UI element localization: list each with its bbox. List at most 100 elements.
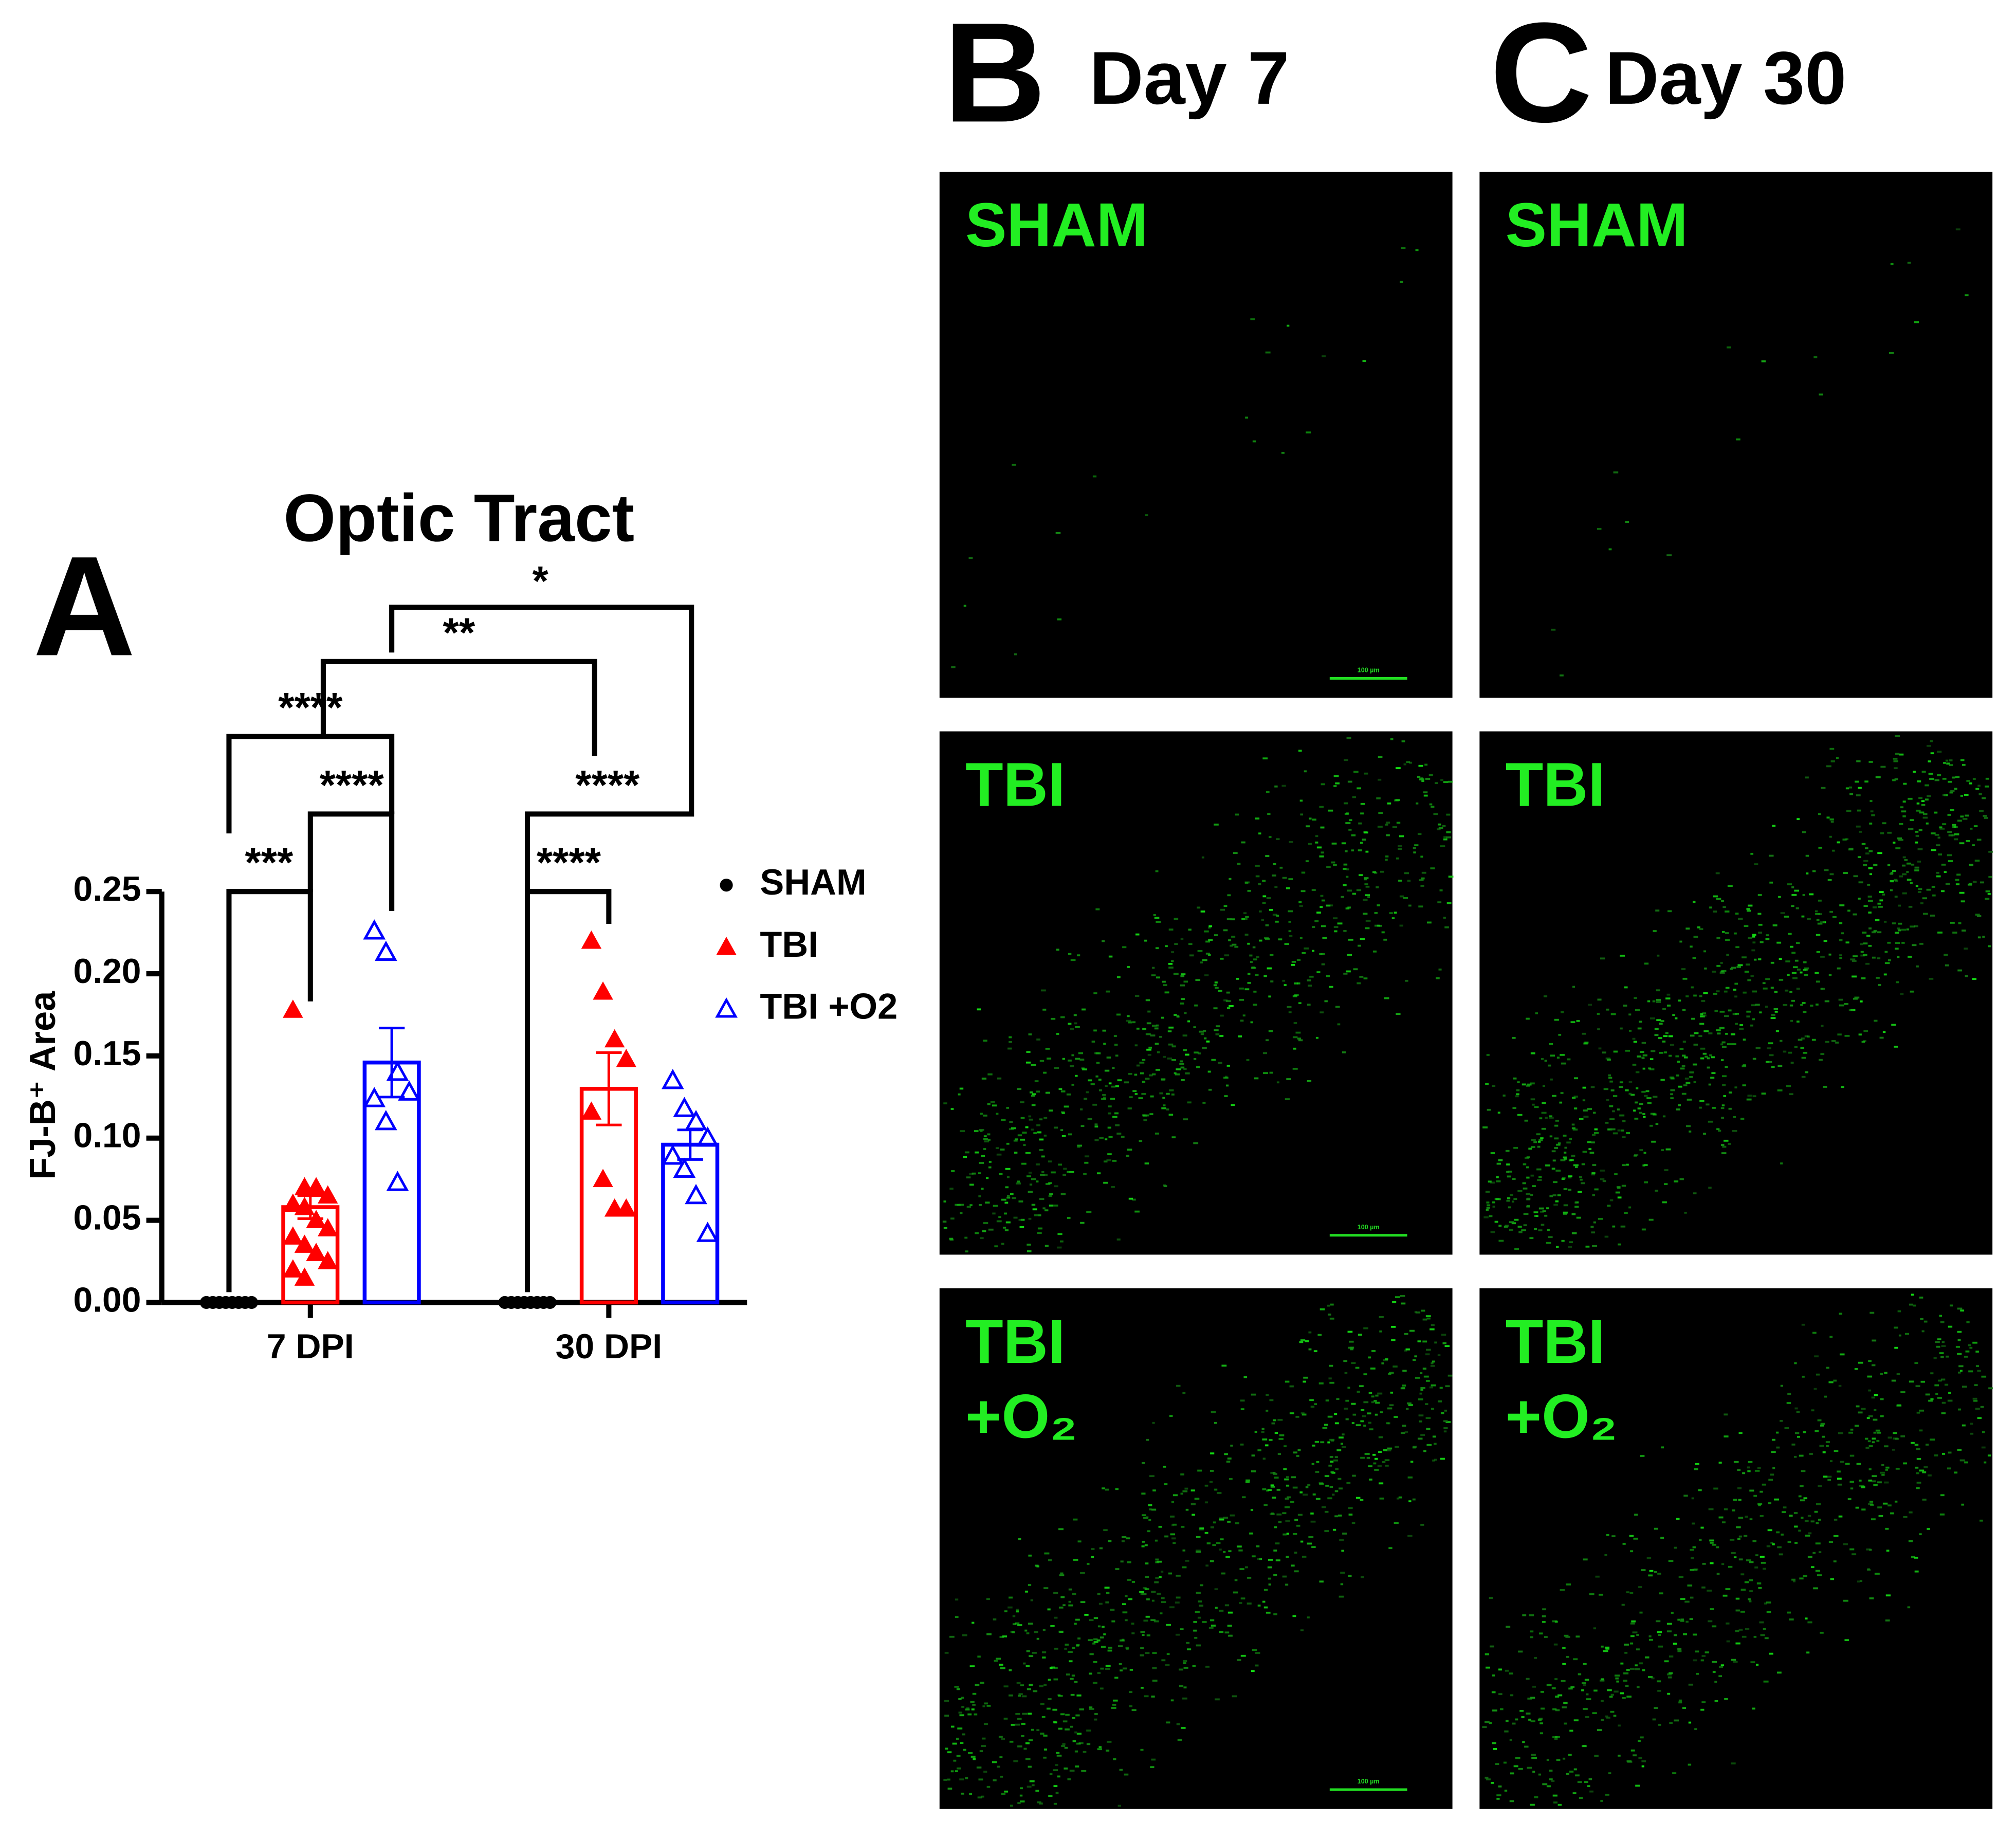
fiber — [1364, 772, 1368, 775]
fiber — [1310, 1520, 1316, 1523]
fiber — [1563, 1213, 1567, 1215]
fiber — [1102, 1094, 1106, 1096]
fiber — [986, 1705, 991, 1707]
fiber — [1328, 809, 1333, 812]
fiber — [1642, 1669, 1645, 1671]
significance-bracket — [226, 889, 313, 1292]
fiber — [1875, 919, 1880, 921]
fiber — [1920, 1318, 1923, 1320]
fiber — [1733, 1461, 1739, 1463]
fiber — [1013, 1139, 1018, 1142]
fiber — [1656, 1620, 1661, 1623]
fiber — [1655, 1190, 1659, 1192]
fiber — [1633, 1537, 1638, 1540]
fiber — [1648, 1676, 1653, 1678]
fiber — [1897, 927, 1901, 930]
fiber — [966, 1206, 972, 1208]
fiber — [999, 1173, 1003, 1175]
fiber — [1036, 1729, 1040, 1732]
fiber — [1720, 962, 1723, 964]
fiber — [1016, 1609, 1019, 1611]
fiber — [1062, 1743, 1066, 1745]
fiber — [1487, 1108, 1491, 1111]
fiber — [944, 1651, 949, 1654]
fiber — [1988, 876, 1992, 878]
fiber — [1740, 1118, 1745, 1120]
fiber — [1668, 1035, 1673, 1037]
fiber — [1969, 782, 1972, 785]
fiber — [1307, 1484, 1311, 1486]
fiber — [1048, 1559, 1052, 1561]
fiber — [1359, 874, 1363, 877]
fiber — [1127, 1107, 1132, 1109]
fiber — [950, 1217, 955, 1220]
fiber — [1286, 887, 1290, 889]
fiber — [1264, 938, 1270, 940]
fiber — [1937, 1338, 1941, 1341]
fiber — [1738, 918, 1743, 920]
significance-label: **** — [537, 840, 601, 886]
fiber — [1964, 1355, 1968, 1358]
fiber — [1552, 1736, 1558, 1738]
fiber — [1099, 1137, 1104, 1139]
fiber — [1141, 1545, 1145, 1547]
fiber — [1880, 1398, 1884, 1400]
fiber — [1263, 937, 1269, 939]
fiber — [1863, 905, 1868, 907]
fiber — [1068, 1600, 1071, 1603]
fiber — [1525, 1157, 1529, 1159]
fiber — [1873, 864, 1878, 866]
fiber — [1957, 1331, 1962, 1333]
fiber — [1154, 1581, 1159, 1583]
fiber — [1336, 1398, 1340, 1400]
data-point — [581, 1101, 602, 1120]
fiber — [1689, 1131, 1692, 1133]
fiber — [1681, 1092, 1687, 1095]
fiber — [1632, 1631, 1638, 1634]
fiber — [1074, 1022, 1077, 1025]
fiber — [1562, 1706, 1567, 1708]
fiber — [1188, 943, 1193, 945]
fiber — [1527, 1197, 1531, 1200]
fiber — [1695, 1650, 1699, 1653]
fiber — [1289, 935, 1293, 937]
fiber — [1800, 1004, 1803, 1006]
fiber — [1509, 1229, 1514, 1231]
fiber — [1410, 1461, 1414, 1463]
fiber — [1367, 1412, 1371, 1415]
fiber — [1391, 917, 1395, 919]
fiber — [1112, 1699, 1118, 1702]
fiber — [1829, 835, 1832, 838]
fiber — [1591, 1141, 1595, 1144]
fiber — [1025, 1061, 1031, 1064]
data-point — [283, 1193, 303, 1212]
fiber — [1020, 1684, 1024, 1687]
fiber — [1146, 1598, 1150, 1600]
fiber — [1228, 939, 1231, 941]
fiber — [1770, 1541, 1773, 1544]
fiber — [1564, 1152, 1567, 1154]
fiber — [981, 1795, 984, 1798]
fiber — [1018, 1695, 1021, 1697]
fiber — [1163, 1465, 1166, 1468]
fiber — [1418, 1414, 1424, 1417]
fiber — [1143, 1517, 1148, 1519]
fiber — [1114, 1044, 1118, 1046]
fiber — [1921, 800, 1925, 803]
fiber — [1073, 1559, 1078, 1561]
fiber — [969, 1665, 975, 1668]
fiber — [1395, 1446, 1400, 1448]
fiber — [1140, 1593, 1144, 1595]
fiber — [983, 1723, 988, 1725]
fiber — [1026, 1051, 1031, 1053]
fiber — [1432, 1360, 1435, 1363]
fiber — [1116, 976, 1121, 978]
fiber — [1381, 931, 1385, 934]
fiber — [1187, 1020, 1190, 1023]
fiber — [1355, 1424, 1361, 1427]
fiber — [1115, 1568, 1120, 1570]
fiber — [1943, 762, 1946, 764]
fiber — [1727, 885, 1733, 887]
fiber — [1756, 1582, 1762, 1584]
fiber — [1707, 1590, 1712, 1592]
